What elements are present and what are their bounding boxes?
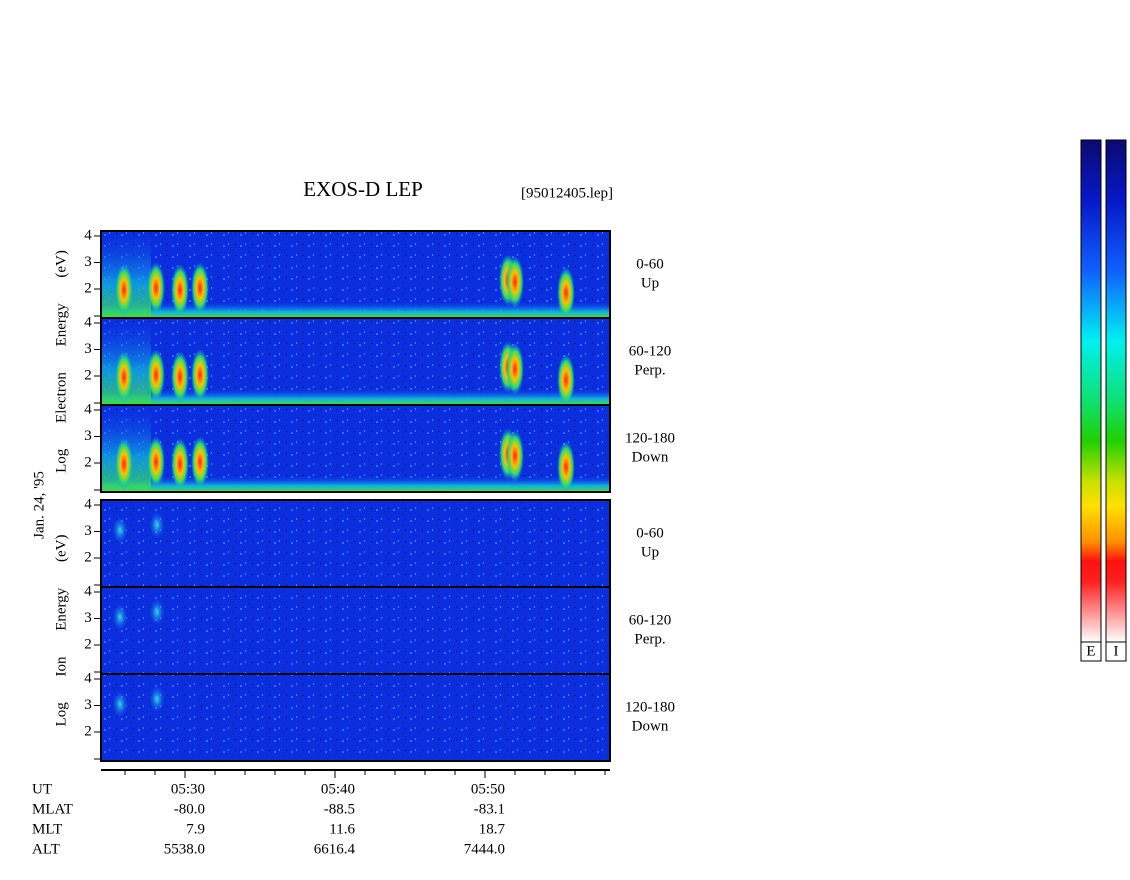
burst [191,349,209,401]
row-value: 05:50 [471,781,505,797]
burst [149,511,165,539]
color-bar [1105,139,1127,643]
burst [506,256,524,308]
y-axis-label: Log Ion Energy (eV) [53,535,69,727]
burst [112,516,128,544]
energy-range: 60-120 [629,343,672,359]
y-tick-label: 4 [84,496,92,512]
row-value: 05:40 [321,781,355,797]
panel-frame [100,673,611,762]
burst [149,598,165,626]
spectrogram-noise [101,587,610,674]
burst [112,690,128,718]
y-tick-label: 4 [84,583,92,599]
date: Jan. 24, '95 [31,471,47,539]
burst [191,262,209,314]
color-bar-label-box [1080,641,1102,662]
y-tick-label: 3 [84,428,92,444]
burst [147,349,165,401]
y-tick-label: 2 [84,367,92,383]
y-tick-label: 2 [84,549,92,565]
row-value: 11.6 [329,821,355,837]
y-tick-label: 4 [84,227,92,243]
y-tick-label: 4 [84,401,92,417]
color-bar [1080,139,1102,643]
y-tick-label: 3 [84,341,92,357]
y-tick-label: 4 [84,670,92,686]
burst [115,438,133,490]
y-tick-label: 2 [84,280,92,296]
panel-frame [100,404,611,493]
y-tick-label: 3 [84,254,92,270]
pitch-direction: Down [632,718,669,734]
spectrogram-noise [101,674,610,761]
energy-range: 120-180 [625,430,675,446]
burst [115,351,133,403]
row-value: -83.1 [474,801,505,817]
pitch-direction: Up [641,544,659,560]
color-bar-label: E [1086,643,1095,659]
file-name: [95012405.lep] [521,185,613,201]
burst [506,343,524,395]
row-value: 05:30 [171,781,205,797]
row-value: 7444.0 [464,841,505,857]
pitch-direction: Perp. [634,362,665,378]
y-axis-label: Log Electron Energy (eV) [53,250,69,473]
pitch-direction: Down [632,449,669,465]
row-value: -80.0 [174,801,205,817]
low-energy-band [101,302,610,318]
burst [506,430,524,482]
row-label: UT [32,781,52,797]
burst [112,603,128,631]
y-tick-label: 2 [84,454,92,470]
pitch-direction: Up [641,275,659,291]
row-label: MLT [32,821,62,837]
y-tick-label: 2 [84,636,92,652]
row-value: 7.9 [186,821,205,837]
row-value: -88.5 [324,801,355,817]
burst [171,438,189,490]
burst [557,354,575,406]
burst [557,441,575,493]
title: EXOS-D LEP [303,177,423,201]
row-label: ALT [32,841,60,857]
burst [149,685,165,713]
row-value: 5538.0 [164,841,205,857]
energy-range: 60-120 [629,612,672,628]
y-tick-label: 3 [84,697,92,713]
burst [171,264,189,316]
burst [171,351,189,403]
energy-range: 120-180 [625,699,675,715]
row-value: 6616.4 [314,841,356,857]
burst [147,436,165,488]
low-energy-band [101,476,610,492]
y-tick-label: 3 [84,523,92,539]
low-energy-band [101,389,610,405]
energy-range: 0-60 [636,256,664,272]
y-tick-label: 3 [84,610,92,626]
color-bar-label-box [1105,641,1127,662]
row-label: MLAT [32,801,73,817]
pitch-direction: Perp. [634,631,665,647]
burst [191,436,209,488]
spectrogram-noise [101,500,610,587]
burst [147,262,165,314]
row-value: 18.7 [479,821,506,837]
y-tick-label: 2 [84,723,92,739]
burst [115,264,133,316]
burst [557,267,575,319]
color-bar-label: I [1114,643,1119,659]
y-tick-label: 4 [84,314,92,330]
energy-range: 0-60 [636,525,664,541]
